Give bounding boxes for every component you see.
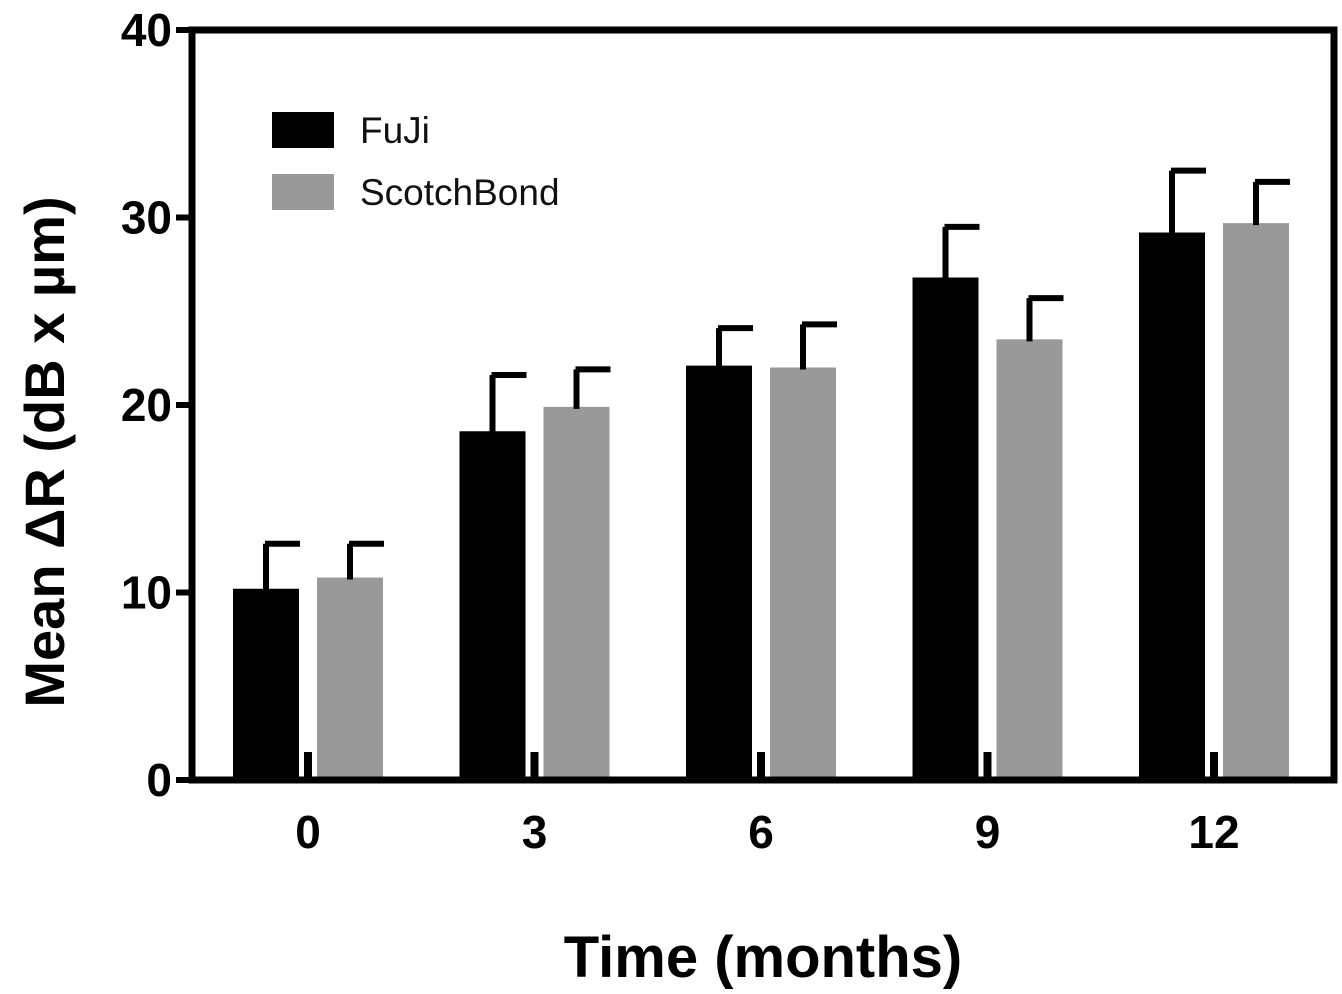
x-axis-label: Time (months) — [564, 925, 963, 990]
y-tick-label-10: 10 — [121, 567, 172, 619]
legend-swatch-scotchbond — [272, 174, 334, 210]
group-tick-3 — [530, 752, 539, 780]
legend-label-scotchbond: ScotchBond — [360, 172, 560, 213]
y-tick-label-40: 40 — [121, 4, 172, 56]
y-tick-label-0: 0 — [146, 754, 172, 806]
x-axis-ticks: 0 3 6 9 12 — [295, 806, 1239, 858]
x-tick-label-9: 9 — [975, 806, 1001, 858]
error-bars-layer — [263, 167, 1290, 591]
bars-layer — [233, 223, 1289, 780]
x-tick-label-12: 12 — [1188, 806, 1239, 858]
y-axis-label: Mean ΔR (dB x µm) — [13, 196, 76, 707]
y-axis-ticks: 0 10 20 30 40 — [121, 4, 192, 806]
bar-scotchbond-0 — [317, 577, 383, 780]
legend-swatch-fuji — [272, 112, 334, 148]
x-tick-label-3: 3 — [522, 806, 548, 858]
bar-fuji-9 — [912, 277, 979, 780]
bar-fuji-0 — [233, 588, 299, 780]
group-tick-12 — [1210, 752, 1218, 780]
bar-fuji-6 — [686, 365, 752, 780]
group-tick-6 — [757, 752, 765, 780]
bar-fuji-12 — [1139, 232, 1205, 780]
y-tick-label-20: 20 — [121, 379, 172, 431]
x-tick-label-6: 6 — [748, 806, 774, 858]
bar-scotchbond-12 — [1223, 223, 1289, 780]
bar-scotchbond-3 — [543, 406, 610, 780]
legend-label-fuji: FuJi — [360, 110, 430, 151]
x-tick-label-0: 0 — [295, 806, 321, 858]
y-tick-label-30: 30 — [121, 192, 172, 244]
group-tick-9 — [983, 752, 992, 780]
bar-scotchbond-9 — [996, 339, 1063, 780]
legend: FuJi ScotchBond — [272, 110, 560, 213]
bar-scotchbond-6 — [770, 367, 836, 780]
bar-fuji-3 — [459, 431, 526, 780]
group-tick-0 — [304, 752, 312, 780]
